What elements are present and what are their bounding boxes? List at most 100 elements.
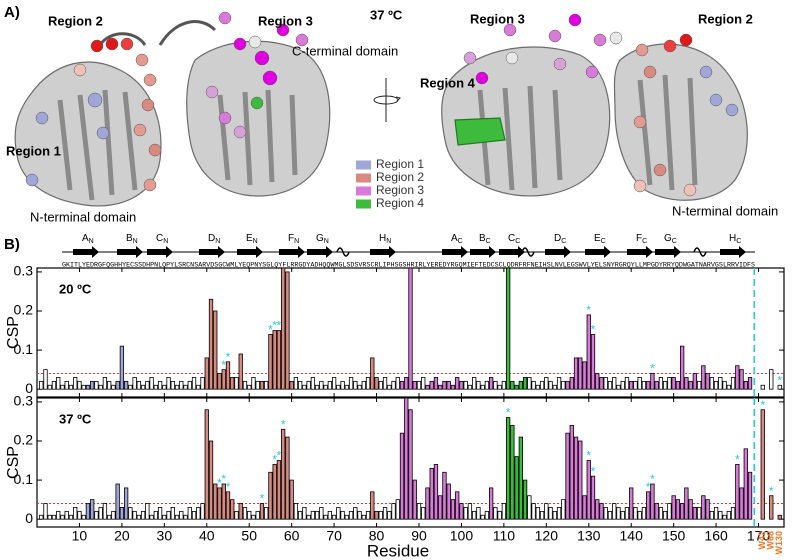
strand-letter: H: [379, 233, 386, 244]
bar: [539, 510, 545, 520]
bar: [620, 510, 625, 520]
region-label: Region 1: [6, 143, 61, 158]
helix-turn: [693, 247, 707, 257]
sphere: [248, 35, 262, 49]
bar: [501, 503, 507, 520]
bar: [438, 495, 443, 520]
bar: [624, 377, 630, 390]
bar: [140, 384, 146, 390]
bar: [590, 334, 596, 390]
bar: [230, 499, 235, 520]
legend-swatch: [356, 173, 371, 183]
bar: [179, 510, 184, 520]
bar: [225, 361, 231, 390]
bar: [777, 514, 782, 520]
bar: [718, 377, 723, 390]
sphere: [593, 33, 607, 47]
bar: [573, 357, 579, 390]
bar: [200, 503, 205, 520]
bar: [183, 514, 188, 520]
bar: [446, 483, 451, 520]
bar: [234, 510, 239, 520]
bar: [302, 384, 307, 390]
bar: [166, 377, 171, 390]
bar: [319, 507, 324, 520]
bar: [573, 436, 579, 520]
bar: [569, 424, 574, 520]
significance-star: *: [226, 480, 231, 494]
bar: [769, 369, 774, 390]
sphere: [683, 183, 697, 197]
significance-star: *: [735, 453, 740, 467]
region-label: Region 2: [698, 11, 753, 26]
strand-arrow: [370, 246, 396, 258]
bar: [692, 507, 698, 520]
bar: [561, 499, 566, 520]
bar: [455, 491, 460, 520]
bar: [81, 514, 86, 520]
sphere: [503, 23, 517, 37]
sphere: [635, 43, 649, 57]
bar: [310, 377, 316, 390]
bar: [361, 514, 366, 520]
strand-subscript: C: [672, 238, 677, 245]
legend-label: Region 1: [376, 157, 424, 171]
significance-star: *: [277, 449, 282, 463]
significance-star: *: [650, 472, 655, 486]
bar: [43, 503, 48, 520]
bar: [671, 495, 676, 520]
bar: [612, 503, 617, 520]
bar: [696, 507, 702, 520]
bar: [429, 380, 434, 390]
strand-label: EN: [246, 233, 258, 245]
bar: [336, 507, 341, 520]
bar: [213, 310, 218, 390]
sphere: [633, 115, 647, 129]
topology: AN BN CN DN EN FN GN HN AC BC CC DC EC FC GC HC: [73, 233, 746, 258]
strand-label: AC: [451, 233, 463, 245]
bar: [204, 357, 209, 390]
strand-letter: C: [508, 233, 515, 244]
region-label: Region 2: [48, 13, 103, 28]
bar: [323, 514, 328, 520]
region-4-strand: [454, 117, 506, 146]
bar: [39, 380, 44, 390]
bar: [47, 514, 52, 520]
sphere: [233, 37, 247, 51]
bar: [548, 380, 553, 390]
y-tick-label: 0: [25, 510, 33, 526]
bar: [777, 384, 782, 390]
bar: [259, 503, 265, 520]
bar: [624, 507, 630, 520]
bar: [365, 510, 371, 520]
bar: [408, 409, 413, 520]
bar: [629, 487, 634, 520]
bar: [633, 380, 638, 390]
sphere: [254, 50, 270, 66]
bar: [306, 380, 311, 390]
sphere: [35, 111, 49, 125]
bar: [633, 507, 638, 520]
legend-swatch: [356, 160, 371, 170]
bar: [391, 380, 396, 390]
strand-arrow: [237, 246, 263, 258]
bar: [616, 507, 621, 520]
bar: [298, 380, 303, 390]
bar: [382, 507, 388, 520]
bar: [522, 479, 528, 520]
strand-arrow: [499, 246, 525, 258]
strand-letter: A: [451, 233, 458, 244]
x-tick-label: 130: [577, 528, 601, 544]
bar: [370, 491, 375, 520]
strand-label: HC: [729, 233, 741, 245]
strand-arrow: [545, 246, 571, 258]
bar: [39, 514, 44, 520]
bar: [251, 514, 256, 520]
strand-arrow: [147, 246, 173, 258]
region-label: Region 3: [258, 13, 313, 28]
bar: [425, 384, 430, 390]
sphere: [73, 63, 87, 77]
bar: [221, 483, 226, 520]
